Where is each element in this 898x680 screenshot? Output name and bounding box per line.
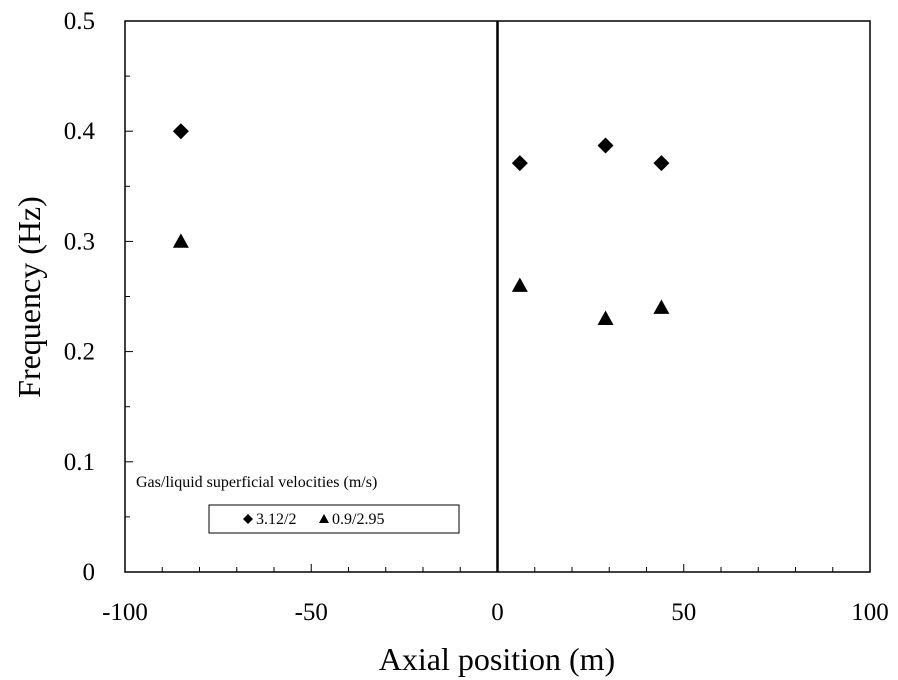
diamond-point: [653, 155, 670, 172]
legend-label: 3.12/2: [256, 511, 296, 528]
legend-items: 3.12/2 0.9/2.95: [243, 511, 384, 528]
legend-title: Gas/liquid superficial velocities (m/s): [136, 474, 377, 491]
legend-label: 0.9/2.95: [332, 511, 384, 528]
legend-marker-triangle: [319, 514, 329, 523]
data-points: [172, 123, 670, 325]
diamond-point: [597, 137, 614, 154]
x-tick-label: 0: [491, 599, 504, 626]
triangle-point: [597, 310, 614, 325]
y-tick-label: 0.2: [64, 339, 95, 366]
y-axis-title: Frequency (Hz): [11, 196, 47, 398]
axis-tick-labels: -100 -50 0 50 100 0 0.1 0.2 0.3 0.4 0.5: [64, 8, 889, 626]
triangle-point: [172, 233, 189, 248]
y-tick-label: 0.1: [64, 449, 95, 476]
diamond-point: [172, 123, 189, 140]
x-tick-label: -50: [295, 599, 328, 626]
x-tick-label: 50: [671, 599, 696, 626]
y-tick-label: 0.3: [64, 228, 95, 255]
triangle-point: [511, 277, 528, 292]
x-tick-label: 100: [851, 599, 889, 626]
x-axis-title: Axial position (m): [379, 641, 615, 677]
triangle-point: [653, 299, 670, 314]
legend: Gas/liquid superficial velocities (m/s) …: [136, 474, 460, 534]
diamond-point: [511, 155, 528, 172]
axis-ticks: [124, 20, 871, 573]
x-tick-label: -100: [102, 599, 148, 626]
y-tick-label: 0.4: [64, 118, 96, 145]
y-tick-label: 0.5: [64, 8, 95, 35]
legend-marker-diamond: [243, 514, 253, 524]
y-tick-label: 0: [83, 559, 96, 586]
